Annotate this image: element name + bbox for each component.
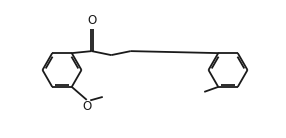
Text: O: O (83, 100, 92, 113)
Text: O: O (87, 14, 96, 27)
